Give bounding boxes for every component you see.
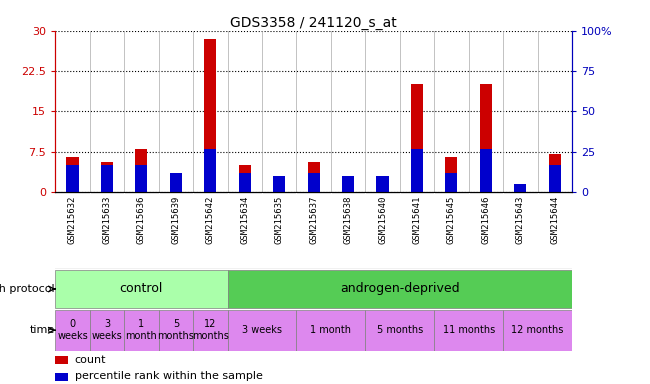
Bar <box>170 173 182 192</box>
Bar <box>170 173 182 192</box>
Bar <box>549 165 561 192</box>
Text: 1
month: 1 month <box>125 319 157 341</box>
Text: GSM215635: GSM215635 <box>275 196 283 244</box>
Text: 5 months: 5 months <box>376 325 423 335</box>
Text: 11 months: 11 months <box>443 325 495 335</box>
Bar <box>514 184 526 192</box>
Text: GSM215646: GSM215646 <box>482 196 490 244</box>
Bar <box>101 165 113 192</box>
Text: GSM215641: GSM215641 <box>413 196 421 244</box>
Bar <box>135 165 148 192</box>
Text: growth protocol: growth protocol <box>0 284 55 294</box>
Bar <box>376 176 389 192</box>
Text: time: time <box>30 325 55 335</box>
Text: GSM215642: GSM215642 <box>206 196 215 244</box>
Bar <box>503 310 572 351</box>
Text: GSM215633: GSM215633 <box>103 196 111 244</box>
Text: GSM215636: GSM215636 <box>137 196 146 244</box>
Bar <box>411 149 423 192</box>
Text: control: control <box>120 283 163 295</box>
Bar <box>55 310 90 351</box>
Bar <box>296 310 365 351</box>
Text: 3 weeks: 3 weeks <box>242 325 282 335</box>
Bar <box>273 176 285 192</box>
Text: GSM215634: GSM215634 <box>240 196 249 244</box>
Bar <box>445 173 458 192</box>
Bar <box>307 162 320 192</box>
Bar <box>55 356 68 364</box>
Text: androgen-deprived: androgen-deprived <box>340 283 460 295</box>
Bar <box>159 310 193 351</box>
Text: GSM215645: GSM215645 <box>447 196 456 244</box>
Text: GSM215637: GSM215637 <box>309 196 318 244</box>
Bar <box>227 310 296 351</box>
Bar <box>307 173 320 192</box>
Text: percentile rank within the sample: percentile rank within the sample <box>75 371 263 381</box>
Bar <box>480 149 492 192</box>
Bar <box>239 173 251 192</box>
Bar <box>411 84 423 192</box>
Text: 5
months: 5 months <box>157 319 194 341</box>
Bar <box>480 84 492 192</box>
Text: GSM215640: GSM215640 <box>378 196 387 244</box>
Text: 12
months: 12 months <box>192 319 229 341</box>
Text: GSM215644: GSM215644 <box>551 196 559 244</box>
Title: GDS3358 / 241120_s_at: GDS3358 / 241120_s_at <box>230 16 397 30</box>
Bar <box>66 165 79 192</box>
Bar <box>55 372 68 381</box>
Bar <box>90 310 124 351</box>
Bar <box>135 149 148 192</box>
Text: 0
weeks: 0 weeks <box>57 319 88 341</box>
Bar <box>445 157 458 192</box>
Bar <box>273 176 285 192</box>
Bar <box>101 162 113 192</box>
Text: GSM215643: GSM215643 <box>516 196 525 244</box>
Text: 12 months: 12 months <box>512 325 564 335</box>
Bar <box>239 165 251 192</box>
Text: 3
weeks: 3 weeks <box>92 319 122 341</box>
Bar <box>204 39 216 192</box>
Bar <box>66 157 79 192</box>
Bar <box>227 270 572 308</box>
Bar <box>514 187 526 192</box>
Text: count: count <box>75 355 106 365</box>
Text: GSM215639: GSM215639 <box>172 196 180 244</box>
Bar <box>434 310 503 351</box>
Bar <box>204 149 216 192</box>
Bar <box>193 310 227 351</box>
Bar <box>55 270 227 308</box>
Bar <box>376 176 389 192</box>
Text: 1 month: 1 month <box>310 325 352 335</box>
Bar <box>549 154 561 192</box>
Text: GSM215638: GSM215638 <box>344 196 352 244</box>
Bar <box>342 176 354 192</box>
Bar <box>124 310 159 351</box>
Bar <box>342 176 354 192</box>
Text: GSM215632: GSM215632 <box>68 196 77 244</box>
Bar <box>365 310 434 351</box>
